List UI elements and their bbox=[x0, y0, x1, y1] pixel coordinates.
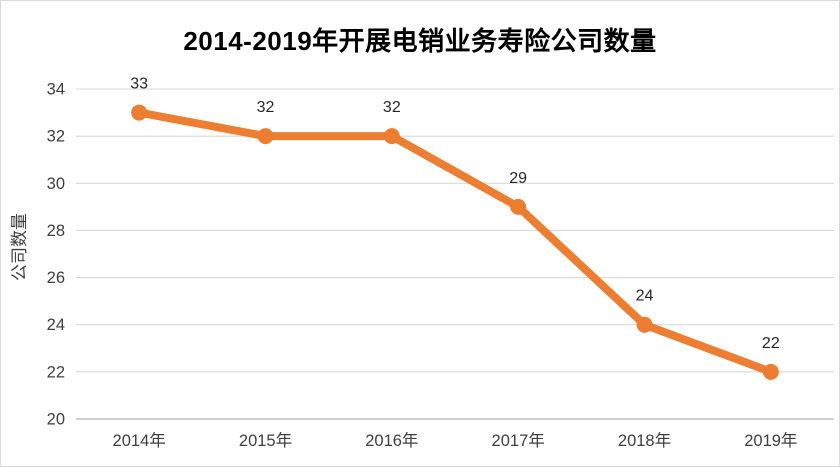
data-point-marker bbox=[131, 104, 148, 121]
y-tick-label: 32 bbox=[47, 128, 65, 146]
x-tick-label: 2016年 bbox=[365, 431, 418, 450]
chart-title: 2014-2019年开展电销业务寿险公司数量 bbox=[183, 26, 657, 56]
y-tick-label: 34 bbox=[47, 81, 65, 99]
data-point-marker bbox=[636, 316, 653, 333]
y-tick-label: 30 bbox=[47, 175, 65, 193]
y-tick-label: 20 bbox=[47, 411, 65, 429]
y-axis-title: 公司数量 bbox=[10, 213, 29, 281]
x-tick-label: 2018年 bbox=[618, 431, 671, 450]
data-label: 29 bbox=[509, 170, 527, 187]
y-tick-label: 22 bbox=[47, 363, 65, 381]
data-point-marker bbox=[510, 198, 527, 215]
x-tick-label: 2014年 bbox=[113, 431, 166, 450]
data-label: 22 bbox=[762, 335, 780, 352]
data-point-marker bbox=[762, 363, 779, 380]
data-label: 32 bbox=[383, 99, 401, 116]
x-tick-label: 2017年 bbox=[492, 431, 545, 450]
data-point-marker bbox=[383, 128, 400, 145]
data-label: 33 bbox=[130, 76, 148, 93]
y-tick-label: 24 bbox=[47, 316, 65, 334]
data-label: 32 bbox=[257, 99, 275, 116]
data-label: 24 bbox=[636, 288, 654, 305]
data-point-marker bbox=[257, 128, 274, 145]
y-tick-label: 26 bbox=[47, 269, 65, 287]
series-line bbox=[135, 108, 775, 376]
x-tick-label: 2015年 bbox=[239, 431, 292, 450]
x-tick-label: 2019年 bbox=[744, 431, 797, 450]
y-tick-label: 28 bbox=[47, 222, 65, 240]
